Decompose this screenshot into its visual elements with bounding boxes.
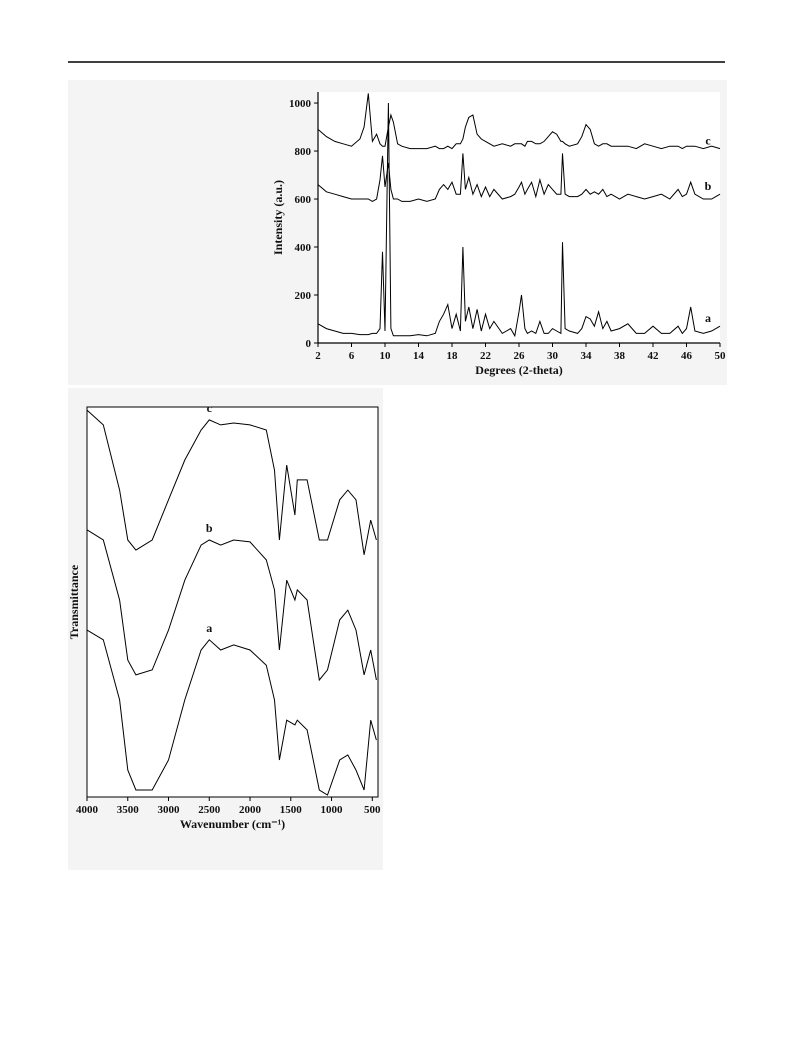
x-tick-label: 3500 bbox=[117, 804, 140, 816]
series-label: b bbox=[705, 179, 712, 193]
x-tick-label: 500 bbox=[364, 804, 381, 816]
y-axis-label: Intensity (a.u.) bbox=[271, 180, 285, 255]
series-label: c bbox=[207, 401, 213, 415]
x-tick-label: 30 bbox=[547, 350, 559, 362]
x-tick-label: 18 bbox=[447, 350, 459, 362]
x-tick-label: 38 bbox=[614, 350, 626, 362]
y-axis-label: Transmittance bbox=[67, 564, 81, 639]
series-line bbox=[317, 153, 721, 202]
series-label: a bbox=[206, 621, 212, 635]
y-tick-label: 1000 bbox=[289, 98, 312, 110]
plot-frame bbox=[86, 406, 379, 798]
x-tick-label: 4000 bbox=[76, 804, 99, 816]
x-tick-label: 1500 bbox=[280, 804, 303, 816]
x-tick-label: 42 bbox=[648, 350, 660, 362]
x-tick-label: 22 bbox=[480, 350, 492, 362]
y-tick-label: 400 bbox=[295, 242, 312, 254]
x-axis-label: Degrees (2-theta) bbox=[475, 363, 562, 377]
x-tick-label: 3000 bbox=[158, 804, 181, 816]
y-tick-label: 200 bbox=[295, 290, 312, 302]
x-tick-label: 14 bbox=[413, 350, 425, 362]
x-tick-label: 26 bbox=[514, 350, 526, 362]
series-line bbox=[86, 529, 377, 682]
y-tick-label: 0 bbox=[306, 338, 312, 350]
series-label: a bbox=[705, 311, 711, 325]
series-label: c bbox=[705, 134, 711, 148]
x-tick-label: 2500 bbox=[198, 804, 221, 816]
x-tick-label: 10 bbox=[380, 350, 392, 362]
series-line bbox=[86, 409, 377, 555]
x-tick-label: 1000 bbox=[321, 804, 344, 816]
plot-area bbox=[318, 92, 720, 343]
y-tick-label: 800 bbox=[295, 146, 312, 158]
x-tick-label: 34 bbox=[581, 350, 593, 362]
series-line bbox=[86, 629, 377, 796]
x-tick-label: 2000 bbox=[239, 804, 262, 816]
x-tick-label: 2 bbox=[315, 350, 321, 362]
x-tick-label: 50 bbox=[715, 350, 727, 362]
x-tick-label: 46 bbox=[681, 350, 693, 362]
series-line bbox=[317, 102, 721, 338]
series-line bbox=[317, 93, 721, 150]
series-label: b bbox=[206, 521, 213, 535]
y-tick-label: 600 bbox=[295, 194, 312, 206]
x-axis-label: Wavenumber (cm⁻¹) bbox=[180, 817, 285, 831]
x-tick-label: 6 bbox=[349, 350, 355, 362]
